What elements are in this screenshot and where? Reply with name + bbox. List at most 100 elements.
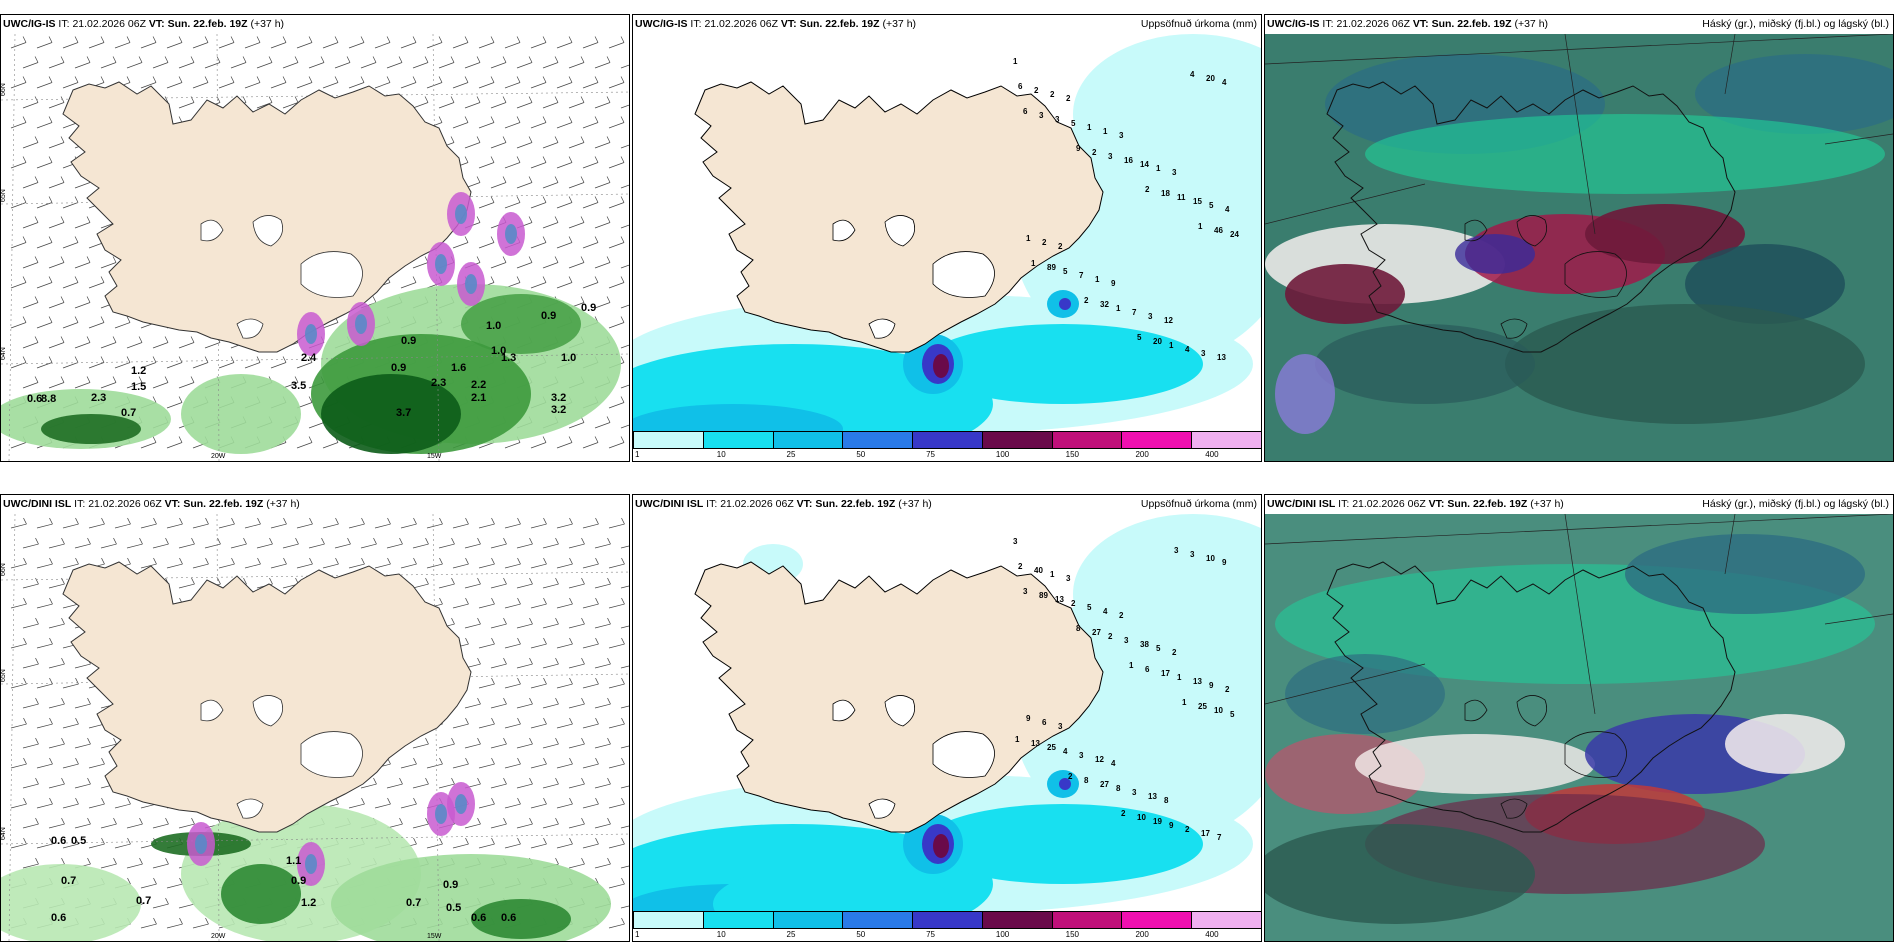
wind-barb-flag	[399, 817, 403, 825]
wind-barb-flag	[438, 36, 443, 43]
wind-barb	[542, 703, 559, 709]
wind-barb-flag	[101, 517, 105, 525]
panel-cloud-ig: UWC/IG-IS IT: 21.02.2026 06Z VT: Sun. 22…	[1264, 14, 1894, 462]
wind-barb	[608, 242, 625, 249]
wind-barb-flag	[49, 757, 53, 765]
precip-value: 3	[1079, 751, 1084, 760]
grid-line	[432, 34, 440, 461]
wind-barb-flag	[127, 837, 131, 845]
wind-barb-flag	[61, 657, 65, 665]
glacier-outline	[252, 215, 284, 247]
iceland	[62, 81, 472, 353]
wind-barb-flag	[61, 617, 65, 625]
wind-barb-flag	[257, 517, 261, 525]
precip-value: 1	[1026, 234, 1031, 243]
precip-value: 1	[1129, 661, 1134, 670]
value-label: 1.2	[301, 897, 316, 909]
wind-barb-flag	[477, 577, 481, 585]
precip-value: 13	[1148, 792, 1157, 801]
wind-barb	[620, 384, 629, 389]
wind-barb-flag	[477, 617, 481, 625]
wind-barb-flag	[607, 537, 611, 545]
wind-barb-flag	[101, 797, 105, 805]
wind-barb	[322, 563, 339, 569]
wind-barb	[594, 783, 611, 789]
wind-barb	[582, 42, 599, 49]
wind-barb-flag	[606, 416, 611, 423]
precip-peak	[933, 354, 949, 378]
wind-barb	[282, 102, 299, 109]
wind-barb-flag	[87, 857, 91, 865]
wind-barb-flag	[216, 56, 221, 63]
wind-barb	[438, 543, 455, 549]
wind-barb	[452, 42, 469, 49]
precip-value: 4	[1185, 345, 1190, 354]
wind-barb	[126, 342, 143, 349]
wind-barb	[256, 102, 273, 109]
wind-barb	[568, 743, 585, 749]
value-label: 1.6	[451, 362, 466, 374]
wind-barb-flag	[569, 557, 573, 565]
wind-barb	[620, 705, 629, 709]
wind-barb	[48, 102, 65, 109]
panel-precip-ig: UWC/IG-IS IT: 21.02.2026 06Z VT: Sun. 22…	[632, 14, 1262, 462]
wind-barb	[556, 763, 573, 769]
wind-barb-flag	[282, 356, 287, 363]
wind-barb-flag	[568, 436, 573, 443]
wind-barb	[62, 803, 79, 809]
wind-barb-flag	[191, 817, 195, 825]
wind-barb-flag	[568, 156, 573, 163]
wind-barb-flag	[86, 336, 91, 343]
colorbar-swatch	[912, 431, 983, 449]
wind-barb-flag	[425, 817, 429, 825]
wind-barb-flag	[516, 156, 521, 163]
wind-barb-flag	[334, 76, 339, 83]
colorbar-swatch	[912, 911, 983, 929]
wind-barb	[10, 723, 27, 729]
glacier-outline	[884, 215, 916, 247]
precip-value: 13	[1055, 595, 1064, 604]
wind-barb	[608, 883, 625, 889]
precip-value: 2	[1042, 238, 1047, 247]
wind-barb-flag	[190, 336, 195, 343]
wind-barb-flag	[139, 817, 143, 825]
precip-value: 89	[1047, 263, 1056, 272]
wind-barb	[568, 102, 585, 109]
value-label: 0.6	[51, 912, 66, 924]
wind-barb	[464, 142, 481, 149]
wind-barb-flag	[413, 517, 417, 525]
wind-barb-flag	[49, 557, 53, 565]
wind-barb-flag	[569, 717, 573, 725]
wind-barb	[10, 242, 27, 249]
field-blob	[923, 804, 1203, 884]
wind-barb-flag	[113, 817, 117, 825]
wind-barb-flag	[23, 517, 27, 525]
wind-barb	[178, 102, 195, 109]
precip-value: 27	[1100, 780, 1109, 789]
wind-barb	[100, 823, 117, 829]
wind-barb	[62, 362, 79, 369]
wind-barb	[530, 643, 547, 649]
wind-barb	[568, 262, 585, 269]
wind-barb	[88, 803, 105, 809]
wind-barb-flag	[581, 817, 585, 825]
wind-barb-flag	[34, 56, 39, 63]
precip-value: 2	[1225, 685, 1230, 694]
wind-barb	[36, 763, 53, 769]
wind-barb	[608, 763, 625, 769]
colorbar-label: 400	[1205, 450, 1219, 459]
wind-barb-flag	[595, 597, 599, 605]
wind-barb-flag	[451, 577, 455, 585]
precip-value: 8	[1164, 796, 1169, 805]
map-svg: 1233429121321152133211415177465161124511…	[633, 34, 1261, 461]
wind-barb	[516, 142, 533, 149]
precip-value: 3	[1190, 550, 1195, 559]
wind-barb	[594, 663, 611, 669]
wind-barb-flag	[35, 657, 39, 665]
colorbar-label: 10	[716, 450, 726, 459]
wind-barb-flag	[490, 276, 495, 283]
wind-barb	[62, 603, 79, 609]
wind-barb	[608, 42, 625, 49]
wind-barb	[244, 563, 261, 569]
wind-barb	[412, 62, 429, 69]
